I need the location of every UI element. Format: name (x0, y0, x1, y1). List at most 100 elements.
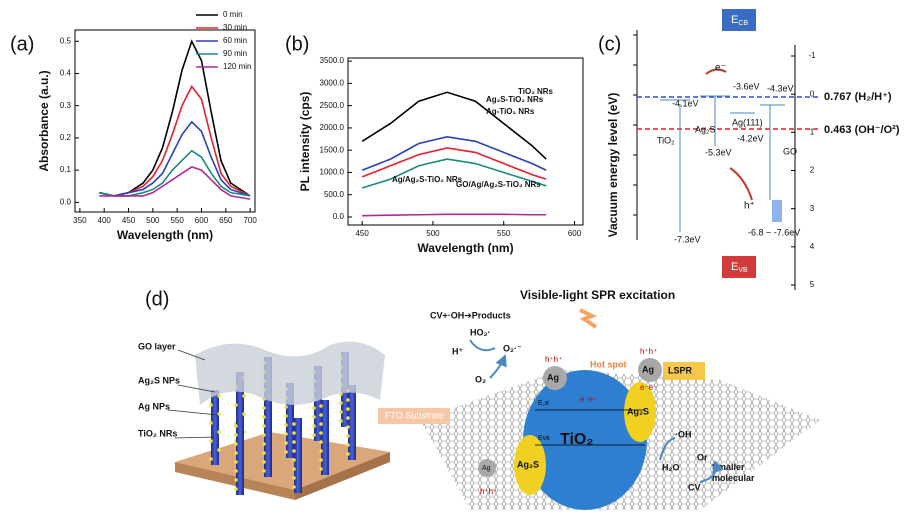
electron: e⁻ (715, 63, 726, 74)
np (234, 403, 238, 407)
np (262, 424, 266, 428)
y-tick-label: 0.0 (333, 212, 345, 221)
y-tick-label: 0 (810, 89, 815, 98)
tio2-particle (523, 370, 647, 510)
cv: CV (688, 482, 701, 492)
np (217, 412, 221, 416)
np (346, 407, 350, 411)
np (339, 419, 343, 423)
np (234, 424, 238, 428)
y-tick-label: 4 (810, 242, 815, 251)
ecb: E꜀ʙ (538, 400, 549, 407)
fto: FTO Substrate (385, 410, 444, 420)
y-tick-label: 5 (810, 280, 815, 289)
level: -6.8 ~ -7.6eV (748, 227, 800, 237)
np (319, 431, 323, 435)
rod (286, 383, 294, 458)
left-ticks (633, 34, 637, 216)
np (339, 401, 343, 405)
x-tick-label: 550 (497, 229, 511, 238)
x-tick-label: 400 (98, 216, 112, 225)
y-tick-label: 1 (810, 127, 815, 136)
level: -4.2eV (737, 133, 764, 143)
np (242, 412, 246, 416)
series-line (362, 213, 547, 217)
label: Ag NPs (138, 401, 170, 411)
panel-b: (b) 450 500 550 600 0.0 500.0 1000.0 1500.0 2000.… (285, 33, 584, 255)
y-tick-label: 3000.0 (320, 78, 345, 87)
np (234, 469, 238, 473)
y-axis-title: Absorbance (a.u.) (37, 70, 51, 171)
y-axis-title: PL intensity (cps) (298, 92, 312, 192)
panel-label: (a) (10, 33, 34, 55)
lspr-box (663, 362, 705, 380)
reaction: CV+·OH➔Products (430, 310, 511, 320)
label: Ag₂S NPs (138, 375, 180, 385)
ag2s: Ag₂S (627, 406, 649, 416)
hole: h⁺ (744, 201, 755, 212)
y-tick-label: 3500.0 (320, 56, 345, 65)
np (292, 476, 296, 480)
np (234, 451, 238, 455)
label: GO layer (138, 341, 176, 351)
np (284, 432, 288, 436)
y-tick-label: 1000.0 (320, 168, 345, 177)
holes: h⁺h⁺ (640, 347, 657, 356)
np (292, 440, 296, 444)
series-line (99, 120, 251, 197)
holes: h⁺h⁺ (480, 487, 497, 496)
np (312, 415, 316, 419)
lspr: LSPR (668, 365, 693, 375)
series-label: TiO₂ NRs (518, 87, 554, 96)
left-labels: GO layer Ag₂S NPs Ag NPs TiO₂ NRs (138, 341, 180, 438)
np (217, 430, 221, 434)
legend-label: 90 min (223, 49, 247, 58)
y-tick-label: 1500.0 (320, 145, 345, 154)
np (346, 398, 350, 402)
np (262, 469, 266, 473)
np (346, 452, 350, 456)
panel-label: (c) (598, 33, 621, 55)
series-label: Ag₂S-TiO₂ NRs (486, 95, 544, 104)
pointer (167, 349, 219, 439)
ag-particle (543, 366, 567, 390)
h2o: H₂O (662, 462, 680, 472)
np (209, 439, 213, 443)
ag: Ag (642, 364, 654, 374)
material: GO (783, 146, 797, 156)
y-tick-label: 3 (810, 204, 815, 213)
material: Ag₂S (695, 124, 716, 134)
panel-label: (b) (285, 33, 309, 55)
y-tick-label: 2500.0 (320, 101, 345, 110)
evb-box (722, 256, 756, 278)
title: Visible-light SPR excitation (520, 288, 675, 302)
rod (236, 372, 244, 447)
series-line (361, 91, 547, 160)
ecb-label: ECB (731, 14, 748, 27)
y-tick-label: 0.0 (60, 197, 72, 206)
series-line (99, 166, 251, 200)
np (292, 467, 296, 471)
series-label: Ag-TiO₂ NRs (486, 107, 535, 116)
y-tick-label: 0.3 (60, 101, 72, 110)
plot-frame (347, 57, 584, 226)
level: -4.3eV (767, 83, 794, 93)
np (319, 449, 323, 453)
rod (321, 400, 329, 475)
go-band (772, 200, 782, 222)
or: Or (697, 452, 708, 462)
band-line (535, 409, 645, 446)
np (346, 434, 350, 438)
np (292, 422, 296, 426)
go-layer (195, 341, 385, 405)
hot-spot: Hot spot (590, 359, 627, 369)
np (284, 441, 288, 445)
np (234, 460, 238, 464)
axis-title: Vacuum energy level (eV) (606, 93, 620, 238)
panel-label: (d) (145, 288, 169, 310)
rod (264, 402, 272, 477)
electrons: e⁻e⁻ (640, 383, 657, 392)
x-tick-label: 700 (243, 216, 257, 225)
np (319, 467, 323, 471)
ho2: HO₂· (470, 327, 491, 337)
